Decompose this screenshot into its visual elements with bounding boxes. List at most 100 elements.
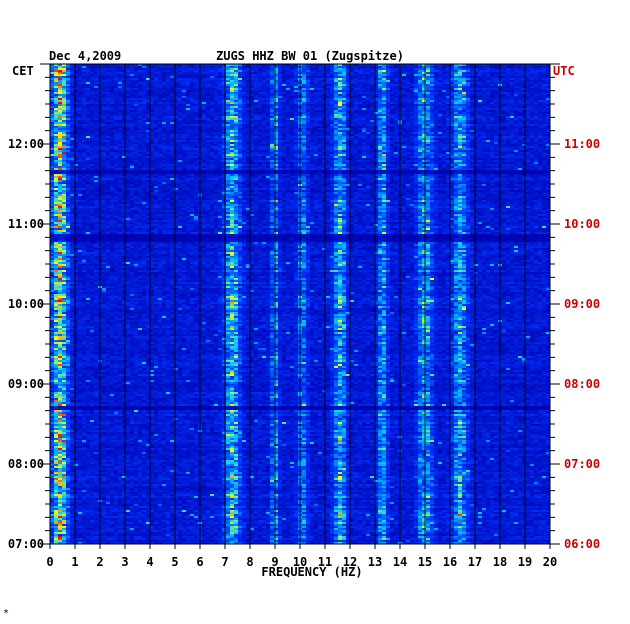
heatmap-cell bbox=[290, 76, 294, 78]
heatmap-cell bbox=[190, 110, 194, 112]
heatmap-cell bbox=[218, 106, 222, 108]
heatmap-cell bbox=[126, 86, 130, 88]
heatmap-cell bbox=[130, 112, 134, 114]
heatmap-cell bbox=[290, 126, 294, 128]
heatmap-cell bbox=[194, 128, 198, 130]
heatmap-cell bbox=[214, 118, 218, 120]
heatmap-cell bbox=[86, 70, 90, 72]
heatmap-cell bbox=[334, 132, 338, 134]
heatmap-cell bbox=[90, 74, 94, 76]
heatmap-cell bbox=[354, 76, 358, 78]
heatmap-cell bbox=[306, 68, 310, 70]
heatmap-cell bbox=[354, 104, 358, 106]
heatmap-cell bbox=[390, 102, 394, 104]
heatmap-cell bbox=[250, 98, 254, 100]
heatmap-cell bbox=[494, 72, 498, 74]
heatmap-cell bbox=[114, 86, 118, 88]
heatmap-cell bbox=[226, 102, 230, 104]
heatmap-cell bbox=[182, 110, 186, 112]
heatmap-cell bbox=[146, 128, 150, 130]
heatmap-cell bbox=[326, 94, 330, 96]
heatmap-cell bbox=[194, 132, 198, 134]
heatmap-cell bbox=[438, 100, 442, 102]
heatmap-cell bbox=[226, 88, 230, 90]
heatmap-cell bbox=[310, 124, 314, 126]
heatmap-cell bbox=[490, 82, 494, 84]
heatmap-cell bbox=[166, 100, 170, 102]
heatmap-cell bbox=[466, 140, 470, 142]
heatmap-cell bbox=[378, 90, 382, 92]
heatmap-cell bbox=[538, 66, 542, 68]
heatmap-cell bbox=[286, 128, 290, 130]
heatmap-cell bbox=[182, 98, 186, 100]
heatmap-cell bbox=[306, 108, 310, 110]
heatmap-cell bbox=[546, 104, 550, 106]
heatmap-cell bbox=[486, 124, 490, 126]
heatmap-cell bbox=[182, 84, 186, 86]
heatmap-cell bbox=[82, 66, 86, 68]
heatmap-cell bbox=[218, 134, 222, 136]
heatmap-cell bbox=[530, 76, 534, 78]
heatmap-cell bbox=[510, 98, 514, 100]
heatmap-cell bbox=[402, 76, 406, 78]
heatmap-cell bbox=[402, 116, 406, 118]
heatmap-cell bbox=[162, 84, 166, 86]
heatmap-cell bbox=[314, 86, 318, 88]
heatmap-cell bbox=[110, 124, 114, 126]
heatmap-cell bbox=[502, 86, 506, 88]
heatmap-cell bbox=[506, 142, 510, 144]
heatmap-cell bbox=[318, 138, 322, 140]
heatmap-cell bbox=[254, 112, 258, 114]
heatmap-cell bbox=[158, 74, 162, 76]
heatmap-cell bbox=[150, 66, 154, 68]
heatmap-cell bbox=[138, 86, 142, 88]
heatmap-cell bbox=[178, 142, 182, 144]
heatmap-cell bbox=[306, 114, 310, 116]
heatmap-cell bbox=[202, 110, 206, 112]
heatmap-cell bbox=[186, 112, 190, 114]
heatmap-cell bbox=[462, 84, 466, 86]
heatmap-cell bbox=[254, 110, 258, 112]
heatmap-cell bbox=[406, 134, 410, 136]
heatmap-cell bbox=[278, 142, 282, 144]
heatmap-cell bbox=[226, 138, 230, 140]
heatmap-cell bbox=[358, 72, 362, 74]
heatmap-cell bbox=[342, 76, 346, 78]
heatmap-cell bbox=[194, 68, 198, 70]
heatmap-cell bbox=[134, 134, 138, 136]
heatmap-cell bbox=[310, 92, 314, 94]
heatmap-cell bbox=[342, 74, 346, 76]
heatmap-cell bbox=[58, 104, 62, 106]
heatmap-cell bbox=[106, 90, 110, 92]
heatmap-cell bbox=[254, 130, 258, 132]
heatmap-cell bbox=[50, 120, 54, 122]
heatmap-cell bbox=[250, 136, 254, 138]
heatmap-cell bbox=[102, 104, 106, 106]
heatmap-cell bbox=[462, 102, 466, 104]
heatmap-cell bbox=[182, 106, 186, 108]
heatmap-cell bbox=[78, 120, 82, 122]
heatmap-cell bbox=[334, 142, 338, 144]
heatmap-cell bbox=[338, 86, 342, 88]
heatmap-cell bbox=[402, 66, 406, 68]
heatmap-cell bbox=[442, 114, 446, 116]
heatmap-cell bbox=[434, 112, 438, 114]
heatmap-cell bbox=[242, 94, 246, 96]
heatmap-cell bbox=[294, 104, 298, 106]
heatmap-cell bbox=[330, 102, 334, 104]
heatmap-cell bbox=[114, 72, 118, 74]
heatmap-cell bbox=[350, 100, 354, 102]
heatmap-cell bbox=[114, 114, 118, 116]
heatmap-cell bbox=[86, 102, 90, 104]
heatmap-cell bbox=[306, 138, 310, 140]
heatmap-cell bbox=[226, 120, 230, 122]
heatmap-cell bbox=[442, 134, 446, 136]
heatmap-cell bbox=[242, 90, 246, 92]
heatmap-cell bbox=[406, 132, 410, 134]
heatmap-cell bbox=[430, 96, 434, 98]
heatmap-cell bbox=[106, 78, 110, 80]
heatmap-cell bbox=[490, 112, 494, 114]
heatmap-cell bbox=[382, 108, 386, 110]
heatmap-cell bbox=[262, 142, 266, 144]
heatmap-cell bbox=[306, 96, 310, 98]
